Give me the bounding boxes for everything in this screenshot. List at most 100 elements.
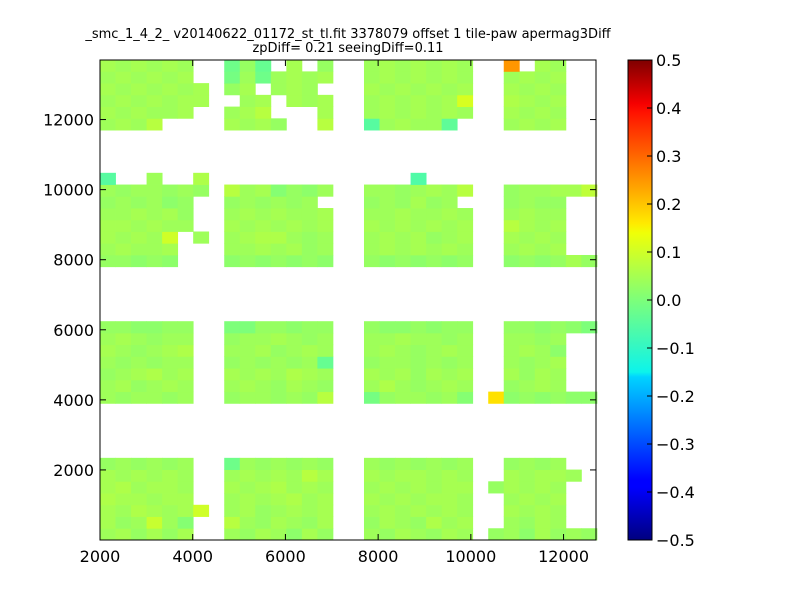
heatmap-cell (550, 71, 567, 84)
x-tick-label: 10000 (445, 547, 496, 566)
heatmap-cell (457, 243, 474, 256)
heatmap-cell (441, 59, 458, 72)
heatmap-cell (565, 321, 582, 334)
heatmap-cell (503, 481, 520, 494)
heatmap-cell (363, 243, 380, 256)
heatmap-cell (239, 83, 256, 96)
heatmap-cell (363, 368, 380, 381)
heatmap-cell (503, 493, 520, 506)
heatmap-cell (162, 94, 179, 107)
heatmap-cell (162, 379, 179, 393)
heatmap-cell (534, 368, 551, 381)
heatmap-cell (224, 457, 241, 470)
heatmap-cell (395, 59, 411, 72)
heatmap-cell (224, 368, 241, 381)
heatmap-cell (100, 254, 116, 268)
heatmap-cell (363, 118, 380, 131)
heatmap-cell (224, 504, 241, 517)
heatmap-cell (255, 94, 272, 107)
heatmap-cell (301, 196, 318, 209)
heatmap-cell (301, 379, 318, 393)
heatmap-cell (255, 118, 272, 131)
heatmap-cell (457, 94, 474, 107)
heatmap-cell (379, 219, 396, 232)
heatmap-cell (410, 493, 427, 506)
heatmap-cell (239, 332, 256, 346)
heatmap-cell (519, 493, 536, 506)
heatmap-cell (379, 196, 396, 209)
heatmap-cell (503, 516, 520, 529)
heatmap-cell (131, 528, 147, 541)
heatmap-cell (270, 481, 287, 494)
heatmap-cell (550, 391, 567, 404)
heatmap-cell (239, 344, 256, 357)
heatmap-cell (270, 332, 287, 346)
heatmap-cell (286, 528, 303, 541)
heatmap-cell (270, 184, 287, 197)
heatmap-cell (426, 231, 443, 244)
x-tick-label: 12000 (538, 547, 589, 566)
colorbar-tick-label: 0.0 (656, 291, 681, 310)
heatmap-cell (441, 457, 458, 470)
heatmap-cell (410, 71, 427, 84)
heatmap-cell (363, 321, 380, 334)
plot-frame (99, 59, 597, 541)
heatmap-cell (146, 356, 163, 369)
heatmap-cell (239, 118, 256, 131)
heatmap-cell (457, 71, 474, 84)
heatmap-cell (581, 528, 598, 541)
heatmap-cell (239, 184, 256, 197)
heatmap-cell (410, 83, 427, 96)
heatmap-cell (317, 243, 334, 256)
heatmap-cell (239, 231, 256, 244)
heatmap-cell (503, 379, 520, 393)
heatmap-cell (224, 106, 241, 119)
heatmap-cell (100, 94, 116, 107)
heatmap-cell (146, 196, 163, 209)
heatmap-cell (301, 71, 318, 84)
heatmap-cell (255, 457, 272, 470)
heatmap-cell (162, 59, 179, 72)
heatmap-cell (239, 59, 256, 72)
heatmap-cell (441, 391, 458, 404)
heatmap-cell (131, 356, 147, 369)
heatmap-cell (550, 83, 567, 96)
heatmap-cell (131, 71, 147, 84)
heatmap-cell (115, 254, 132, 268)
heatmap-cell (100, 368, 116, 381)
heatmap-cell (426, 59, 443, 72)
heatmap-cell (519, 94, 536, 107)
heatmap-cell (395, 94, 411, 107)
heatmap-cell (534, 196, 551, 209)
heatmap-cell (503, 231, 520, 244)
heatmap-cell (317, 184, 334, 197)
heatmap-cell (426, 83, 443, 96)
heatmap-cell (301, 83, 318, 96)
heatmap-cell (131, 106, 147, 119)
heatmap-cell (162, 208, 179, 221)
heatmap-cell (115, 516, 132, 529)
heatmap-cell (395, 493, 411, 506)
chart-title: _smc_1_4_2_ v20140622_01172_st_tl.fit 33… (84, 27, 611, 42)
heatmap-cell (534, 528, 551, 541)
heatmap-cell (301, 469, 318, 482)
heatmap-cell (146, 379, 163, 393)
heatmap-cell (301, 332, 318, 346)
heatmap-cell (379, 83, 396, 96)
heatmap-cell (270, 196, 287, 209)
heatmap-cell (286, 231, 303, 244)
heatmap-cell (146, 83, 163, 96)
heatmap-cell (270, 457, 287, 470)
heatmap-cell (177, 106, 194, 119)
heatmap-cell (426, 321, 443, 334)
heatmap-cell (270, 368, 287, 381)
heatmap-cell (534, 83, 551, 96)
colorbar-tick-label: −0.1 (656, 339, 695, 358)
heatmap-cell (363, 344, 380, 357)
heatmap-cell (301, 481, 318, 494)
heatmap-cell (441, 94, 458, 107)
heatmap-cell (441, 71, 458, 84)
heatmap-cell (426, 243, 443, 256)
heatmap-cell (255, 368, 272, 381)
y-tick-label: 10000 (43, 181, 94, 200)
